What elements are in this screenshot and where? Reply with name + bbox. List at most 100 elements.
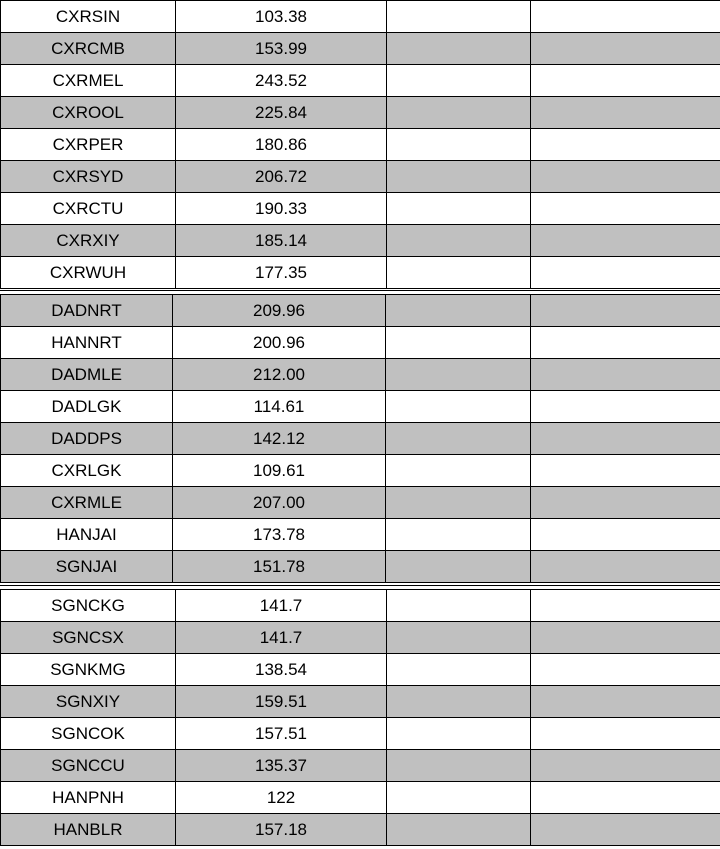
fare-value-cell: 243.52	[175, 64, 387, 97]
empty-cell	[530, 749, 720, 782]
fare-value-cell: 114.61	[172, 390, 386, 423]
route-code-cell: DADMLE	[0, 358, 173, 391]
empty-cell	[530, 781, 720, 814]
fare-value-cell: 103.38	[175, 0, 387, 33]
fare-value-cell: 157.51	[175, 717, 387, 750]
route-code-cell: CXROOL	[0, 96, 176, 129]
table-row: CXRMLE 207.00	[0, 486, 720, 519]
empty-cell	[386, 128, 531, 161]
route-code-cell: CXRXIY	[0, 224, 176, 257]
empty-cell	[386, 781, 531, 814]
empty-cell	[530, 358, 720, 391]
empty-cell	[385, 390, 531, 423]
table-row: SGNJAI 151.78	[0, 550, 720, 583]
empty-cell	[385, 422, 531, 455]
table-row: SGNCSX 141.7	[0, 621, 720, 654]
empty-cell	[530, 486, 720, 519]
empty-cell	[530, 518, 720, 551]
fare-value-cell: 225.84	[175, 96, 387, 129]
table-row: SGNCCU 135.37	[0, 749, 720, 782]
fare-value-cell: 209.96	[172, 294, 386, 327]
table-row: HANNRT 200.96	[0, 326, 720, 359]
empty-cell	[530, 192, 720, 225]
route-code-cell: CXRLGK	[0, 454, 173, 487]
fare-value-cell: 135.37	[175, 749, 387, 782]
empty-cell	[386, 256, 531, 289]
fare-value-cell: 207.00	[172, 486, 386, 519]
table-row: CXRCTU 190.33	[0, 192, 720, 225]
route-code-cell: HANPNH	[0, 781, 176, 814]
table-row: DADDPS 142.12	[0, 422, 720, 455]
empty-cell	[385, 518, 531, 551]
table-row: DADNRT 209.96	[0, 294, 720, 327]
empty-cell	[530, 256, 720, 289]
empty-cell	[386, 64, 531, 97]
empty-cell	[530, 96, 720, 129]
table-row: CXRXIY 185.14	[0, 224, 720, 257]
empty-cell	[386, 653, 531, 686]
route-code-cell: SGNCCU	[0, 749, 176, 782]
empty-cell	[386, 685, 531, 718]
empty-cell	[386, 96, 531, 129]
empty-cell	[386, 192, 531, 225]
route-code-cell: SGNKMG	[0, 653, 176, 686]
fare-value-cell: 177.35	[175, 256, 387, 289]
fare-value-cell: 185.14	[175, 224, 387, 257]
empty-cell	[385, 294, 531, 327]
empty-cell	[385, 550, 531, 583]
empty-cell	[530, 422, 720, 455]
empty-cell	[530, 589, 720, 622]
empty-cell	[386, 32, 531, 65]
empty-cell	[530, 64, 720, 97]
fare-value-cell: 157.18	[175, 813, 387, 846]
route-code-cell: HANJAI	[0, 518, 173, 551]
empty-cell	[530, 717, 720, 750]
table-row: CXRWUH 177.35	[0, 256, 720, 289]
route-table-block-2: DADNRT 209.96 HANNRT 200.96 DADMLE 212.00 DADL…	[0, 294, 720, 583]
table-row: CXRLGK 109.61	[0, 454, 720, 487]
route-code-cell: CXRCMB	[0, 32, 176, 65]
table-row: SGNXIY 159.51	[0, 685, 720, 718]
empty-cell	[385, 358, 531, 391]
route-code-cell: CXRWUH	[0, 256, 176, 289]
route-code-cell: SGNXIY	[0, 685, 176, 718]
table-row: HANJAI 173.78	[0, 518, 720, 551]
empty-cell	[530, 685, 720, 718]
route-table-body: DADNRT 209.96 HANNRT 200.96 DADMLE 212.00 DADL…	[0, 294, 720, 583]
empty-cell	[385, 326, 531, 359]
route-code-cell: CXRCTU	[0, 192, 176, 225]
empty-cell	[386, 621, 531, 654]
route-table-body: CXRSIN 103.38 CXRCMB 153.99 CXRMEL 243.52 CXRO…	[0, 0, 720, 289]
route-code-cell: CXRPER	[0, 128, 176, 161]
fare-value-cell: 141.7	[175, 589, 387, 622]
fare-value-cell: 200.96	[172, 326, 386, 359]
empty-cell	[530, 128, 720, 161]
route-code-cell: SGNCSX	[0, 621, 176, 654]
route-code-cell: HANBLR	[0, 813, 176, 846]
route-code-cell: DADDPS	[0, 422, 173, 455]
fare-value-cell: 122	[175, 781, 387, 814]
table-row: CXRCMB 153.99	[0, 32, 720, 65]
empty-cell	[385, 486, 531, 519]
empty-cell	[386, 813, 531, 846]
empty-cell	[530, 160, 720, 193]
table-row: DADMLE 212.00	[0, 358, 720, 391]
route-code-cell: SGNCKG	[0, 589, 176, 622]
empty-cell	[530, 390, 720, 423]
table-row: HANBLR 157.18	[0, 813, 720, 846]
empty-cell	[530, 294, 720, 327]
route-code-cell: CXRMLE	[0, 486, 173, 519]
block-divider	[0, 585, 720, 586]
route-code-cell: SGNJAI	[0, 550, 173, 583]
route-code-cell: CXRSIN	[0, 0, 176, 33]
empty-cell	[530, 454, 720, 487]
table-row: CXRSYD 206.72	[0, 160, 720, 193]
fare-value-cell: 206.72	[175, 160, 387, 193]
route-table-block-1: CXRSIN 103.38 CXRCMB 153.99 CXRMEL 243.52 CXRO…	[0, 0, 720, 289]
table-row: CXROOL 225.84	[0, 96, 720, 129]
empty-cell	[386, 224, 531, 257]
table-row: CXRMEL 243.52	[0, 64, 720, 97]
empty-cell	[530, 326, 720, 359]
route-table-body: SGNCKG 141.7 SGNCSX 141.7 SGNKMG 138.54 SGNXIY…	[0, 589, 720, 846]
table-row: CXRSIN 103.38	[0, 0, 720, 33]
